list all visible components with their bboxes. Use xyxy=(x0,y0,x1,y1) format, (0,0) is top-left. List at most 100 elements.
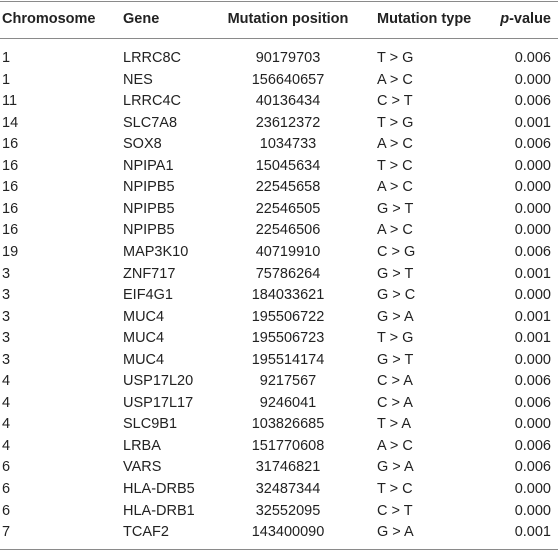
gene-cell: SLC7A8 xyxy=(123,114,178,131)
gene-cell: NPIPB5 xyxy=(123,200,175,217)
mutation-type-cell: A > C xyxy=(377,437,413,454)
gene-cell: SOX8 xyxy=(123,136,162,153)
mutation-type-cell: G > T xyxy=(377,351,414,368)
chromosome-cell: 6 xyxy=(2,502,11,519)
p-value-cell: 0.000 xyxy=(514,502,551,519)
chromosome-cell: 11 xyxy=(2,93,18,110)
mutation-type-cell: C > G xyxy=(377,243,416,260)
gene-cell: NES xyxy=(123,71,153,88)
chromosome-cell: 16 xyxy=(2,200,19,217)
p-value-cell: 0.000 xyxy=(514,481,551,497)
gene-cell: USP17L17 xyxy=(123,394,194,411)
mutation-type-cell: T > G xyxy=(377,50,414,66)
mutation-type-cell: G > T xyxy=(377,200,414,217)
mutation-position-cell: 23612372 xyxy=(255,114,321,131)
p-value-cell: 0.000 xyxy=(514,416,551,433)
chromosome-cell: 4 xyxy=(2,394,11,411)
mutation-type-cell: G > A xyxy=(377,308,414,325)
p-value-cell: 0.006 xyxy=(514,437,551,454)
gene-cell: HLA-DRB5 xyxy=(123,481,195,497)
mutation-position-cell: 1034733 xyxy=(259,136,317,153)
p-value-cell: 0.006 xyxy=(514,373,551,390)
chromosome-cell: 1 xyxy=(2,71,11,88)
top-rule xyxy=(0,1,558,2)
mutation-position-cell: 90179703 xyxy=(255,50,321,66)
p-value-cell: 0.000 xyxy=(514,287,551,304)
mutation-type-cell: G > A xyxy=(377,459,414,476)
mutation-position-cell: 32552095 xyxy=(255,502,321,519)
column-header: Chromosome xyxy=(2,11,96,27)
gene-cell: NPIPB5 xyxy=(123,179,175,196)
mutation-position-cell: 75786264 xyxy=(255,265,321,282)
chromosome-cell: 3 xyxy=(2,351,11,368)
chromosome-cell: 4 xyxy=(2,416,11,433)
gene-cell: EIF4G1 xyxy=(123,287,173,304)
chromosome-cell: 7 xyxy=(2,524,11,541)
chromosome-cell: 19 xyxy=(2,243,19,260)
p-value-cell: 0.001 xyxy=(514,330,551,347)
mutation-type-cell: C > A xyxy=(377,373,413,390)
mutation-type-cell: T > G xyxy=(377,330,414,347)
p-value-cell: 0.001 xyxy=(514,114,551,131)
p-value-cell: 0.000 xyxy=(514,200,551,217)
mutation-position-cell: 195506722 xyxy=(251,308,325,325)
gene-cell: MUC4 xyxy=(123,308,165,325)
mutation-position-cell: 22546505 xyxy=(255,200,321,217)
mutation-type-cell: A > C xyxy=(377,71,413,88)
mutation-type-cell: C > T xyxy=(377,93,413,110)
gene-cell: LRRC4C xyxy=(123,93,182,110)
column-header: Gene xyxy=(123,11,160,27)
mutation-type-cell: G > C xyxy=(377,287,416,304)
gene-cell: USP17L20 xyxy=(123,373,194,390)
p-value-cell: 0.006 xyxy=(514,394,551,411)
gene-cell: MUC4 xyxy=(123,351,165,368)
mutation-position-cell: 195514174 xyxy=(251,351,325,368)
mutation-type-cell: T > A xyxy=(377,416,411,433)
mutation-position-cell: 195506723 xyxy=(251,330,325,347)
p-value-cell: 0.001 xyxy=(514,265,551,282)
p-value-cell: 0.006 xyxy=(514,136,551,153)
mutation-type-cell: C > T xyxy=(377,502,413,519)
mutation-position-cell: 151770608 xyxy=(251,437,325,454)
mutation-type-cell: A > C xyxy=(377,222,413,239)
chromosome-cell: 6 xyxy=(2,459,11,476)
mutation-position-cell: 40719910 xyxy=(255,243,321,260)
gene-cell: MUC4 xyxy=(123,330,165,347)
mutation-type-cell: C > A xyxy=(377,394,413,411)
mutation-type-cell: G > A xyxy=(377,524,414,541)
mutation-position-cell: 184033621 xyxy=(251,287,325,304)
mutation-position-cell: 15045634 xyxy=(255,157,321,174)
mutation-position-cell: 143400090 xyxy=(251,524,325,541)
gene-cell: NPIPA1 xyxy=(123,157,174,174)
mutation-type-cell: T > C xyxy=(377,481,413,497)
header-rule xyxy=(0,38,558,39)
mutation-position-cell: 9246041 xyxy=(259,394,317,411)
mutation-position-cell: 156640657 xyxy=(251,71,325,88)
gene-cell: SLC9B1 xyxy=(123,416,178,433)
mutation-position-cell: 40136434 xyxy=(255,93,321,110)
column-header: p-value xyxy=(500,11,551,27)
p-value-cell: 0.000 xyxy=(514,222,551,239)
mutation-position-cell: 32487344 xyxy=(255,481,321,497)
p-value-cell: 0.006 xyxy=(514,50,551,66)
chromosome-cell: 16 xyxy=(2,157,19,174)
chromosome-cell: 3 xyxy=(2,330,11,347)
mutation-position-cell: 22546506 xyxy=(255,222,321,239)
p-value-cell: 0.006 xyxy=(514,459,551,476)
chromosome-cell: 16 xyxy=(2,136,19,153)
mutation-position-cell: 22545658 xyxy=(255,179,321,196)
gene-cell: ZNF717 xyxy=(123,265,176,282)
gene-cell: VARS xyxy=(123,459,162,476)
p-value-cell: 0.000 xyxy=(514,71,551,88)
chromosome-cell: 1 xyxy=(2,50,11,66)
chromosome-cell: 4 xyxy=(2,437,11,454)
column-header: Mutation position xyxy=(227,11,349,27)
mutation-type-cell: A > C xyxy=(377,179,413,196)
p-value-cell: 0.006 xyxy=(514,243,551,260)
mutation-position-cell: 9217567 xyxy=(259,373,317,390)
p-value-cell: 0.006 xyxy=(514,93,551,110)
p-value-cell: 0.001 xyxy=(514,524,551,541)
gene-cell: LRBA xyxy=(123,437,161,454)
p-value-cell: 0.000 xyxy=(514,179,551,196)
p-value-cell: 0.000 xyxy=(514,351,551,368)
